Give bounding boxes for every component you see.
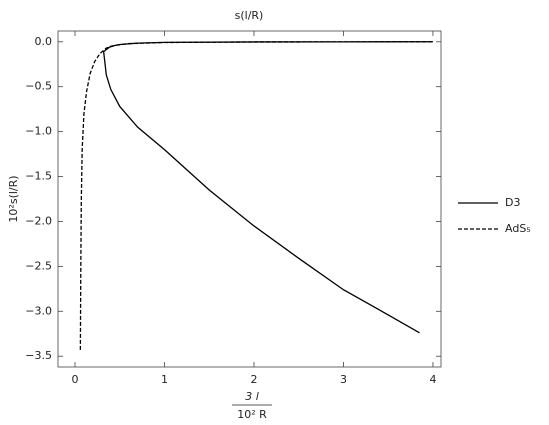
y-tick-label: −2.5 (25, 259, 52, 272)
y-tick-label: −1.0 (25, 125, 52, 138)
x-tick-label: 2 (250, 373, 257, 386)
plot-frame (57, 30, 442, 368)
x-tick-label: 3 (340, 373, 347, 386)
x-tick-label: 4 (429, 373, 436, 386)
y-axis-label: 10²s(l/R) (7, 175, 20, 222)
legend-label: AdS₅ (505, 222, 531, 235)
y-tick-label: 0.0 (35, 35, 53, 48)
series-line (79, 41, 433, 350)
x-axis-label-numerator: 3 l (245, 390, 259, 403)
x-tick-label: 1 (161, 373, 168, 386)
chart-title: s(l/R) (235, 9, 264, 22)
y-tick-label: −3.0 (25, 304, 52, 317)
y-tick-label: −0.5 (25, 80, 52, 93)
legend-label: D3 (505, 196, 520, 209)
y-tick-label: −1.5 (25, 170, 52, 183)
y-tick-label: −2.0 (25, 214, 52, 227)
y-tick-label: −3.5 (25, 349, 52, 362)
x-tick-label: 0 (72, 373, 79, 386)
series-line (102, 41, 433, 334)
x-axis-label-denominator: 10² R (237, 408, 267, 421)
